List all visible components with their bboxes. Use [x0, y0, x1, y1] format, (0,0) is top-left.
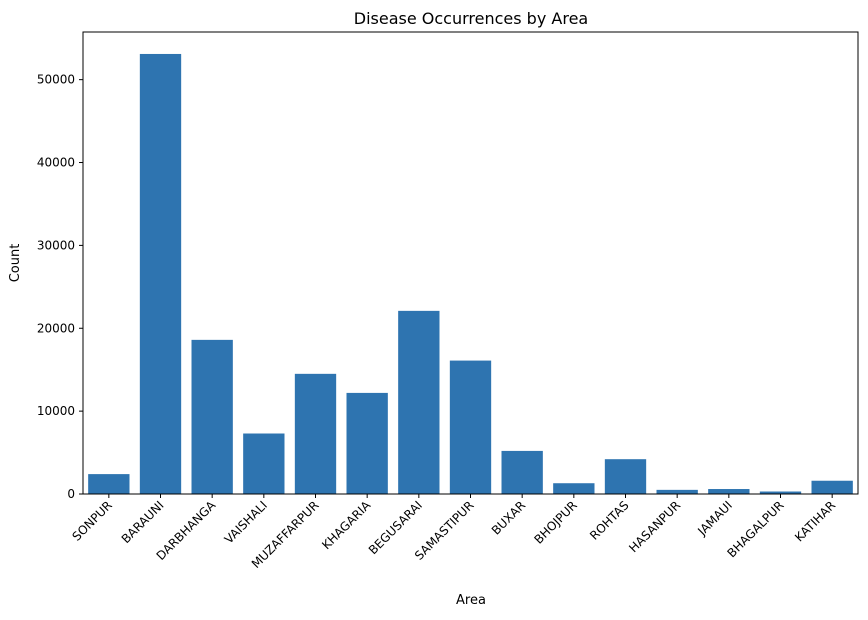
x-tick-label: JAMAUI — [694, 498, 735, 539]
x-tick-label: ROHTAS — [587, 498, 632, 543]
y-axis-label: Count — [8, 244, 23, 283]
x-tick-label: BARAUNI — [119, 498, 167, 546]
x-tick-label: VAISHALI — [222, 498, 270, 546]
x-tick-label: KATIHAR — [792, 498, 838, 544]
bar-rohtas — [604, 459, 647, 494]
bar-vaishali — [243, 433, 285, 494]
y-tick-label: 20000 — [37, 321, 75, 335]
bar-bhagalpur — [759, 491, 802, 494]
x-tick-label: BHOJPUR — [531, 498, 580, 547]
bar-hasanpur — [656, 489, 698, 494]
bars-layer — [88, 53, 853, 494]
bar-jamaui — [708, 489, 750, 494]
x-axis-label: Area — [456, 593, 486, 608]
bar-barauni — [139, 53, 182, 494]
x-tick-label: HASANPUR — [626, 498, 683, 555]
y-tick-label: 40000 — [37, 156, 75, 170]
x-tick-label: KHAGARIA — [319, 498, 374, 553]
y-tick-label: 50000 — [37, 73, 75, 87]
bar-samastipur — [449, 360, 492, 494]
chart-title: Disease Occurrences by Area — [354, 9, 588, 28]
bar-khagaria — [346, 392, 388, 494]
y-tick-label: 10000 — [37, 404, 75, 418]
bar-begusarai — [398, 310, 440, 494]
plot-frame — [82, 31, 859, 495]
bar-darbhanga — [191, 339, 233, 494]
bar-sonpur — [88, 474, 130, 494]
bar-bhojpur — [553, 483, 595, 494]
bar-muzaffarpur — [294, 373, 337, 494]
x-tick-label: BUXAR — [489, 498, 528, 537]
x-tick-label: SONPUR — [69, 498, 115, 544]
bar-katihar — [811, 480, 853, 494]
y-axis: 0 10000 20000 30000 40000 50000 — [37, 73, 83, 501]
bar-buxar — [501, 450, 543, 494]
y-tick-label: 0 — [67, 487, 75, 501]
y-tick-label: 30000 — [37, 238, 75, 252]
